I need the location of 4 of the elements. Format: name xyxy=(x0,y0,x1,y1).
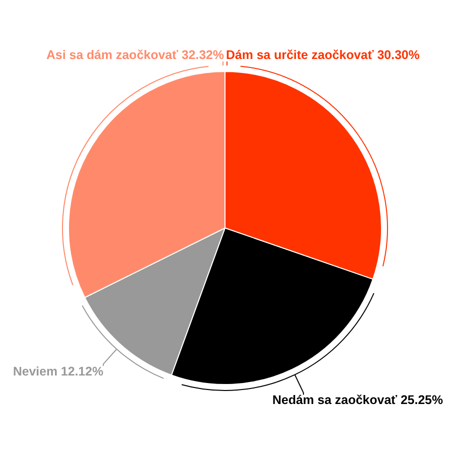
slice-label: Dám sa určite zaočkovať 30.30% xyxy=(226,48,420,62)
slice-label: Nedám sa zaočkovať 25.25% xyxy=(272,393,444,408)
slice-label: Neviem 12.12% xyxy=(12,364,104,378)
slice-label: Asi sa dám zaočkovať 32.32% xyxy=(46,48,224,62)
